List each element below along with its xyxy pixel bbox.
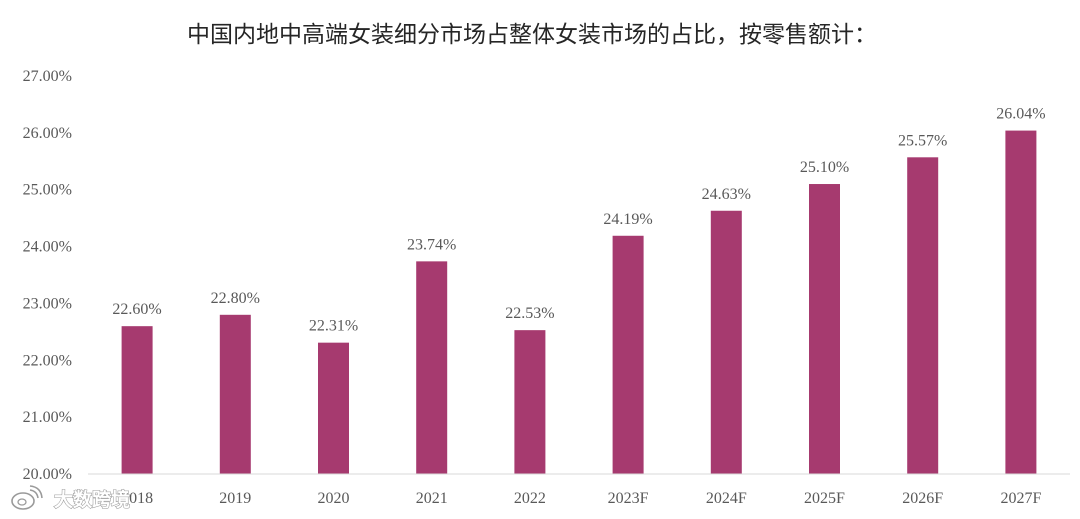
x-tick-label: 2020 — [318, 490, 350, 507]
y-axis: 20.00% 21.00% 22.00% 23.00% 24.00% 25.00% 26.0… — [23, 68, 72, 483]
x-tick-label: 2027F — [1000, 490, 1041, 507]
x-tick-label: 2019 — [219, 490, 251, 507]
bar — [219, 314, 251, 474]
x-tick-label: 2023F — [608, 490, 649, 507]
chart-title: 中国内地中高端女装细分市场占整体女装市场的占比，按零售额计： — [187, 22, 877, 48]
y-tick-label: 27.00% — [23, 68, 72, 85]
y-tick-label: 26.00% — [23, 125, 72, 142]
x-tick-label: 2018 — [121, 490, 153, 507]
bar — [514, 330, 546, 474]
data-label: 23.74% — [407, 236, 456, 253]
x-tick-label: 2024F — [706, 490, 747, 507]
x-tick-label: 2026F — [902, 490, 943, 507]
x-tick-label: 2025F — [804, 490, 845, 507]
data-label: 24.19% — [603, 211, 652, 228]
bar — [416, 261, 448, 474]
x-axis: 2018 2019 2020 2021 2022 2023F 2024F 2025F 2026F… — [121, 490, 1041, 507]
bar — [121, 326, 153, 474]
data-label: 26.04% — [996, 106, 1045, 123]
data-labels: 22.60% 22.80% 22.31% 23.74% 22.53% 24.19% 24.6… — [112, 106, 1045, 335]
data-label: 25.10% — [800, 159, 849, 176]
y-tick-label: 24.00% — [23, 239, 72, 256]
data-label: 25.57% — [898, 132, 947, 149]
bar — [1005, 130, 1037, 474]
data-label: 24.63% — [702, 186, 751, 203]
y-tick-label: 25.00% — [23, 182, 72, 199]
weibo-icon — [11, 485, 43, 510]
data-label: 22.80% — [211, 290, 260, 307]
bar — [318, 342, 349, 474]
data-label: 22.60% — [112, 301, 161, 318]
bar — [710, 210, 742, 474]
watermark-text: 大数跨境 — [54, 488, 130, 511]
x-tick-label: 2022 — [514, 490, 546, 507]
x-tick-label: 2021 — [416, 490, 448, 507]
bar — [907, 157, 939, 474]
y-tick-label: 20.00% — [23, 466, 72, 483]
bar — [612, 235, 644, 474]
bar — [809, 184, 840, 474]
watermark: 大数跨境 — [11, 485, 131, 512]
data-label: 22.53% — [505, 305, 554, 322]
bars — [121, 130, 1037, 474]
y-tick-label: 23.00% — [23, 295, 72, 312]
y-tick-label: 22.00% — [23, 352, 72, 369]
y-tick-label: 21.00% — [23, 409, 72, 426]
data-label: 22.31% — [309, 318, 358, 335]
